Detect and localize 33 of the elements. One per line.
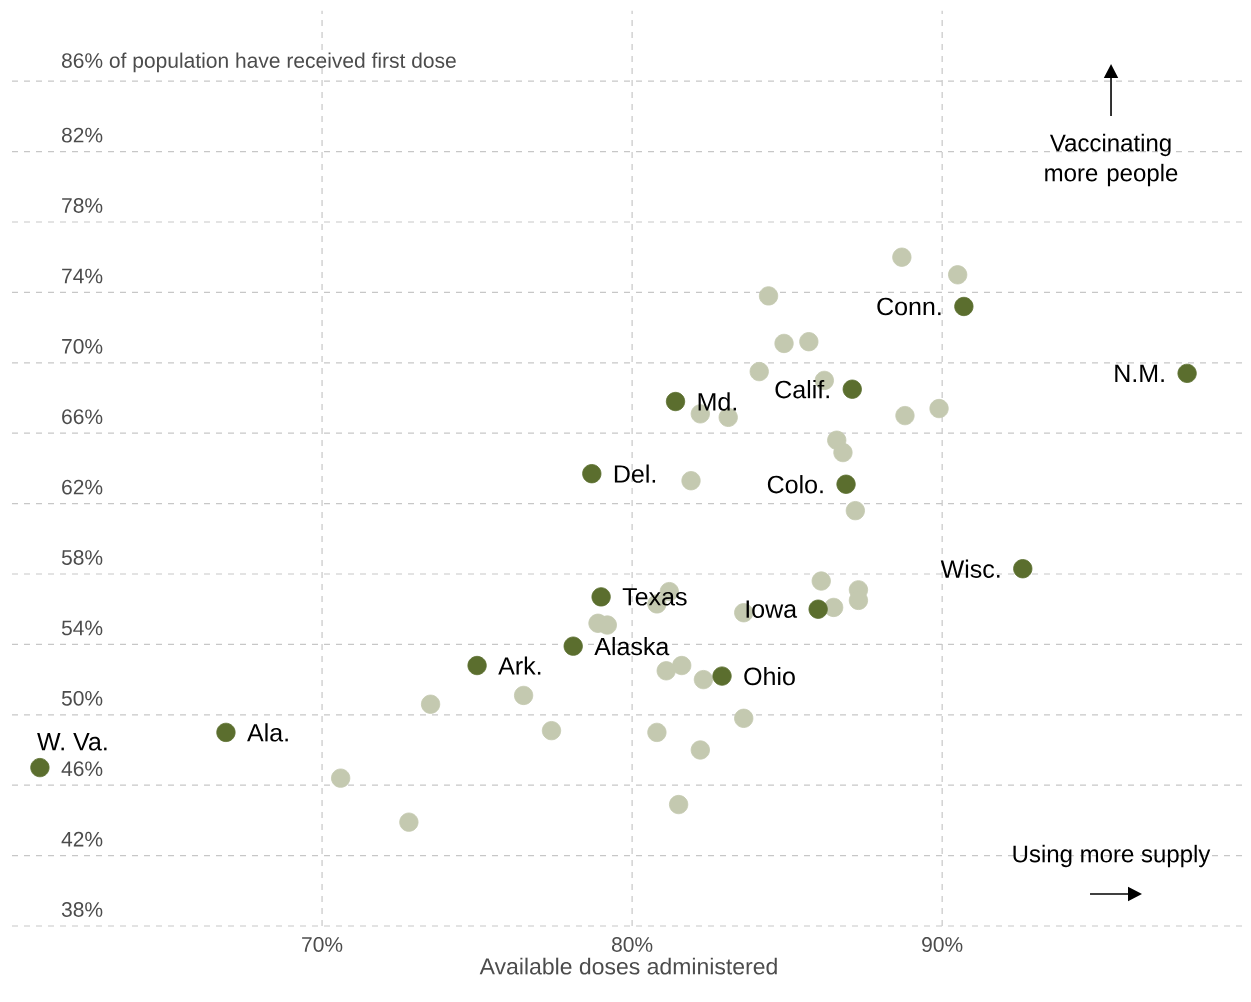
annotation: Calif. [775, 380, 829, 399]
y-tick-label: 78% [62, 198, 103, 213]
annotation: Md. [698, 392, 736, 411]
annotation: Conn. [877, 297, 941, 316]
x-tick-label: 70% [302, 937, 343, 952]
annotation: Ohio [744, 666, 795, 686]
y-tick-label: 66% [62, 409, 103, 425]
annotation: Alaska [594, 636, 670, 656]
y-tick-label: 86% of population have received first dose [61, 52, 456, 73]
annotation: Iowa [746, 600, 798, 618]
x-tick-label: 90% [922, 937, 963, 952]
y-tick-label: 74% [62, 268, 103, 284]
annotation: Ark. [498, 656, 541, 675]
annotation: Vaccinating more people [1045, 133, 1178, 187]
annotation: Colo. [767, 475, 823, 494]
y-tick-label: 50% [61, 690, 103, 706]
annotation: Wisc. [940, 559, 1000, 578]
y-tick-label: 54% [61, 620, 103, 636]
y-tick-label: 46% [61, 761, 103, 777]
y-tick-label: 42% [61, 831, 103, 847]
annotation: Using more supply [1013, 844, 1211, 868]
annotation: Ala. [247, 723, 288, 742]
annotation: N.M. [1115, 364, 1164, 382]
y-tick-label: 38% [61, 902, 103, 917]
y-tick-label: 62% [62, 479, 103, 495]
y-tick-label: 70% [62, 338, 103, 354]
x-tick-label: 80% [612, 937, 653, 952]
annotation: Del. [614, 464, 656, 483]
y-tick-label: 58% [61, 550, 103, 565]
annotation: W. Va. [37, 733, 107, 751]
annotation: Texas [622, 588, 687, 606]
x-axis-title: Available doses administered [479, 957, 777, 975]
y-tick-label: 82% [61, 127, 103, 143]
